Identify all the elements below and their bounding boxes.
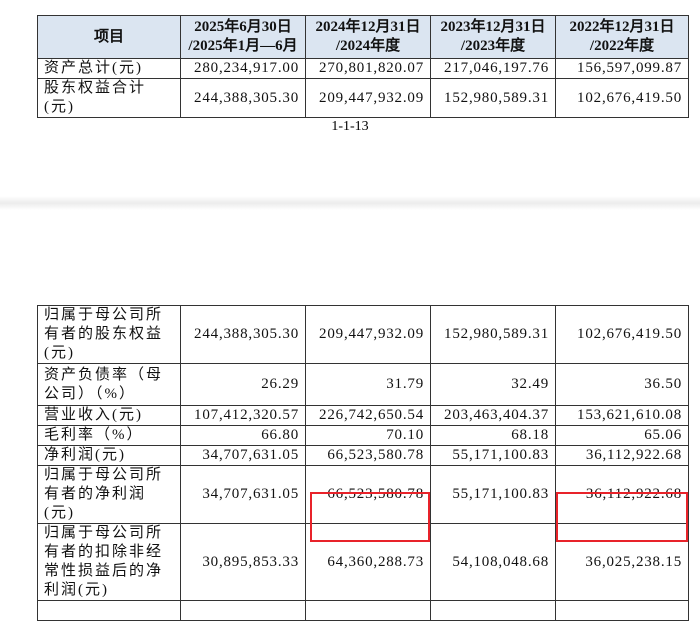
header-cell: 2024年12月31日/2024年度 xyxy=(305,15,431,59)
value-cell: 203,463,404.37 xyxy=(430,405,556,426)
value-cell: 68.18 xyxy=(430,425,556,446)
empty-cell xyxy=(305,600,431,621)
value-cell: 32.49 xyxy=(430,363,556,406)
value-cell: 66,523,580.78 xyxy=(305,445,431,466)
value-cell: 70.10 xyxy=(305,425,431,446)
value-cell: 66,523,580.78 xyxy=(305,465,431,524)
page-break xyxy=(0,196,700,210)
value-cell: 34,707,631.05 xyxy=(180,465,306,524)
value-cell: 107,412,320.57 xyxy=(180,405,306,426)
top-table: 项目 2025年6月30日/2025年1月—6月 2024年12月31日/2024年… xyxy=(37,15,689,118)
value-cell: 34,707,631.05 xyxy=(180,445,306,466)
header-cell: 2022年12月31日/2022年度 xyxy=(555,15,689,59)
header-cell: 2025年6月30日/2025年1月—6月 xyxy=(180,15,306,59)
value-cell: 36,112,922.68 xyxy=(555,445,689,466)
label-cell: 净利润(元) xyxy=(37,445,181,466)
highlight-box xyxy=(310,492,430,542)
label-cell: 营业收入(元) xyxy=(37,405,181,426)
page-number: 1-1-13 xyxy=(331,119,369,134)
value-cell: 30,895,853.33 xyxy=(180,523,306,601)
bottom-table: 归属于母公司所有者的股东权益(元) 244,388,305.30 209,447,9… xyxy=(37,305,689,621)
label-cell: 资产负债率（母公司）（%） xyxy=(37,363,181,406)
label-cell: 归属于母公司所有者的股东权益(元) xyxy=(37,305,181,364)
value-cell: 102,676,419.50 xyxy=(555,78,689,118)
table-row: 资产负债率（母公司）（%） 26.29 31.79 32.49 36.50 xyxy=(37,363,689,406)
header-line: /2024年度 xyxy=(335,38,401,54)
empty-cell xyxy=(180,600,306,621)
value-cell: 209,447,932.09 xyxy=(305,305,431,364)
table-row: 资产总计(元) 280,234,917.00 270,801,820.07 217,0… xyxy=(37,58,689,79)
header-line: /2022年度 xyxy=(589,38,655,54)
value-cell: 270,801,820.07 xyxy=(305,58,431,79)
table-row xyxy=(37,600,689,621)
header-line: 2025年6月30日 xyxy=(194,19,292,35)
label-cell: 归属于母公司所有者的扣除非经常性损益后的净利润(元) xyxy=(37,523,181,601)
value-cell: 65.06 xyxy=(555,425,689,446)
value-cell: 209,447,932.09 xyxy=(305,78,431,118)
value-cell: 217,046,197.76 xyxy=(430,58,556,79)
value-cell: 152,980,589.31 xyxy=(430,78,556,118)
header-line: /2025年1月—6月 xyxy=(188,38,298,54)
table-row: 营业收入(元) 107,412,320.57 226,742,650.54 203,4… xyxy=(37,405,689,426)
value-cell: 156,597,099.87 xyxy=(555,58,689,79)
value-cell: 244,388,305.30 xyxy=(180,305,306,364)
header-cell: 2023年12月31日/2023年度 xyxy=(430,15,556,59)
highlight-box xyxy=(556,492,688,542)
header-row: 项目 2025年6月30日/2025年1月—6月 2024年12月31日/2024年… xyxy=(37,15,689,59)
table-row: 归属于母公司所有者的净利润(元) 34,707,631.05 66,523,580.… xyxy=(37,465,689,524)
value-cell: 31.79 xyxy=(305,363,431,406)
value-cell: 66.80 xyxy=(180,425,306,446)
label-cell: 资产总计(元) xyxy=(37,58,181,79)
table-row: 毛利率（%） 66.80 70.10 68.18 65.06 xyxy=(37,425,689,446)
header-line: 2024年12月31日 xyxy=(315,19,421,35)
header-cell: 项目 xyxy=(37,15,181,59)
value-cell: 152,980,589.31 xyxy=(430,305,556,364)
label-cell: 毛利率（%） xyxy=(37,425,181,446)
label-cell: 归属于母公司所有者的净利润(元) xyxy=(37,465,181,524)
value-cell: 226,742,650.54 xyxy=(305,405,431,426)
value-cell: 102,676,419.50 xyxy=(555,305,689,364)
table-row: 归属于母公司所有者的股东权益(元) 244,388,305.30 209,447,9… xyxy=(37,305,689,364)
label-cell: 股东权益合计(元) xyxy=(37,78,181,118)
empty-cell xyxy=(37,600,181,621)
value-cell: 36,112,922.68 xyxy=(555,465,689,524)
table-row: 股东权益合计(元) 244,388,305.30 209,447,932.09 152… xyxy=(37,78,689,118)
table-row: 净利润(元) 34,707,631.05 66,523,580.78 55,171,1… xyxy=(37,445,689,466)
value-cell: 26.29 xyxy=(180,363,306,406)
value-cell: 36.50 xyxy=(555,363,689,406)
value-cell: 54,108,048.68 xyxy=(430,523,556,601)
header-line: 2022年12月31日 xyxy=(569,19,675,35)
value-cell: 244,388,305.30 xyxy=(180,78,306,118)
empty-cell xyxy=(430,600,556,621)
value-cell: 55,171,100.83 xyxy=(430,465,556,524)
value-cell: 280,234,917.00 xyxy=(180,58,306,79)
value-cell: 153,621,610.08 xyxy=(555,405,689,426)
value-cell: 55,171,100.83 xyxy=(430,445,556,466)
header-line: 2023年12月31日 xyxy=(440,19,546,35)
empty-cell xyxy=(555,600,689,621)
page: 项目 2025年6月30日/2025年1月—6月 2024年12月31日/2024年… xyxy=(0,15,700,621)
header-line: /2023年度 xyxy=(460,38,526,54)
header-line: 项目 xyxy=(93,28,124,45)
